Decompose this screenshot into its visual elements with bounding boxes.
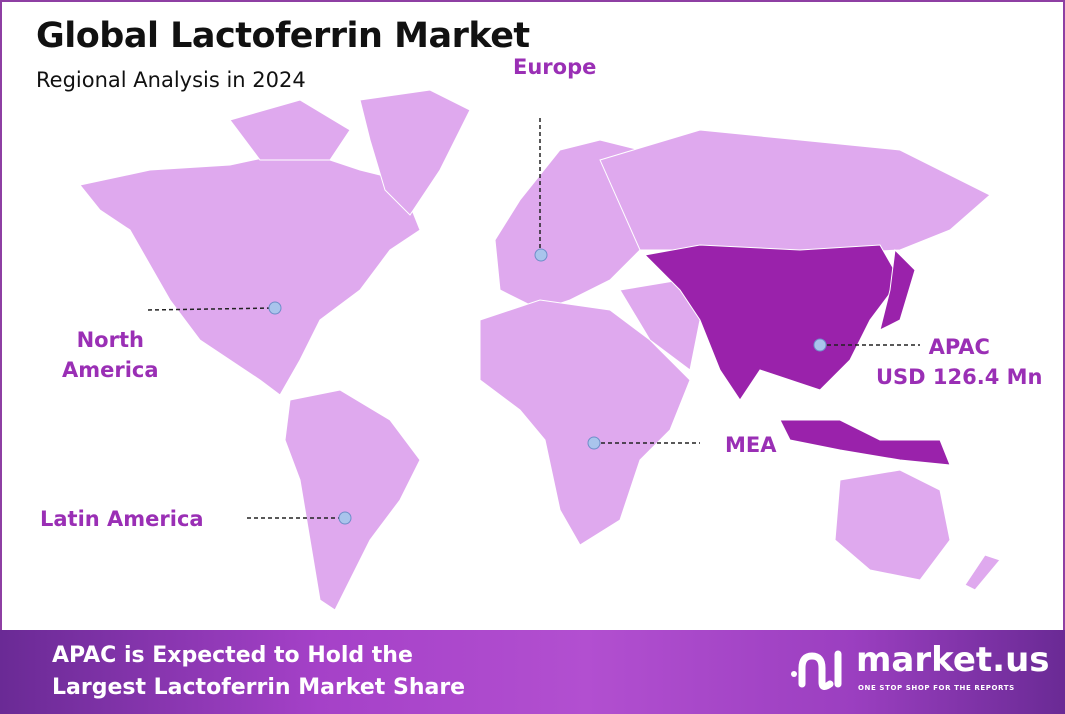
latin-america-marker (338, 511, 352, 525)
russia-shape (599, 129, 991, 256)
page-title: Global Lactoferrin Market (36, 16, 530, 56)
apac-label: APAC USD 126.4 Mn (876, 332, 1043, 392)
middle-east-shape (619, 279, 701, 371)
north-america-label: North America (62, 325, 159, 385)
footer-banner: APAC is Expected to Hold the Largest Lac… (0, 630, 1065, 714)
north-america-label-line2: America (62, 358, 159, 382)
latin-america-label: Latin America (40, 507, 204, 531)
africa-shape (479, 299, 691, 546)
marketus-logo-icon (791, 650, 842, 691)
mea-label: MEA (725, 433, 777, 457)
footer-text: APAC is Expected to Hold the Largest Lac… (52, 640, 465, 704)
europe-marker (534, 248, 548, 262)
new-zealand-shape (964, 554, 1001, 591)
south-america-shape (284, 389, 421, 611)
north-america-leader-line (147, 307, 276, 311)
north-america-marker (268, 301, 282, 315)
marketus-logo: market.us ONE STOP SHOP FOR THE REPORTS (790, 640, 1050, 698)
apac-marker (813, 338, 827, 352)
mea-marker (587, 436, 601, 450)
europe-label: Europe (513, 55, 597, 79)
apac-value: USD 126.4 Mn (876, 365, 1043, 389)
logo-tagline: ONE STOP SHOP FOR THE REPORTS (858, 684, 1015, 692)
footer-line1: APAC is Expected to Hold the (52, 643, 413, 668)
logo-name: market.us (856, 640, 1050, 680)
apac-region-shape (643, 244, 901, 401)
footer-line2: Largest Lactoferrin Market Share (52, 675, 466, 700)
australia-shape (834, 469, 951, 581)
arctic-islands-shape (229, 99, 351, 161)
japan-shape (879, 248, 916, 331)
north-america-label-line1: North (76, 328, 144, 352)
greenland-shape (359, 89, 471, 216)
page-subtitle: Regional Analysis in 2024 (36, 68, 306, 92)
southeast-asia-islands-shape (779, 419, 951, 466)
apac-label-line1: APAC (928, 335, 990, 359)
